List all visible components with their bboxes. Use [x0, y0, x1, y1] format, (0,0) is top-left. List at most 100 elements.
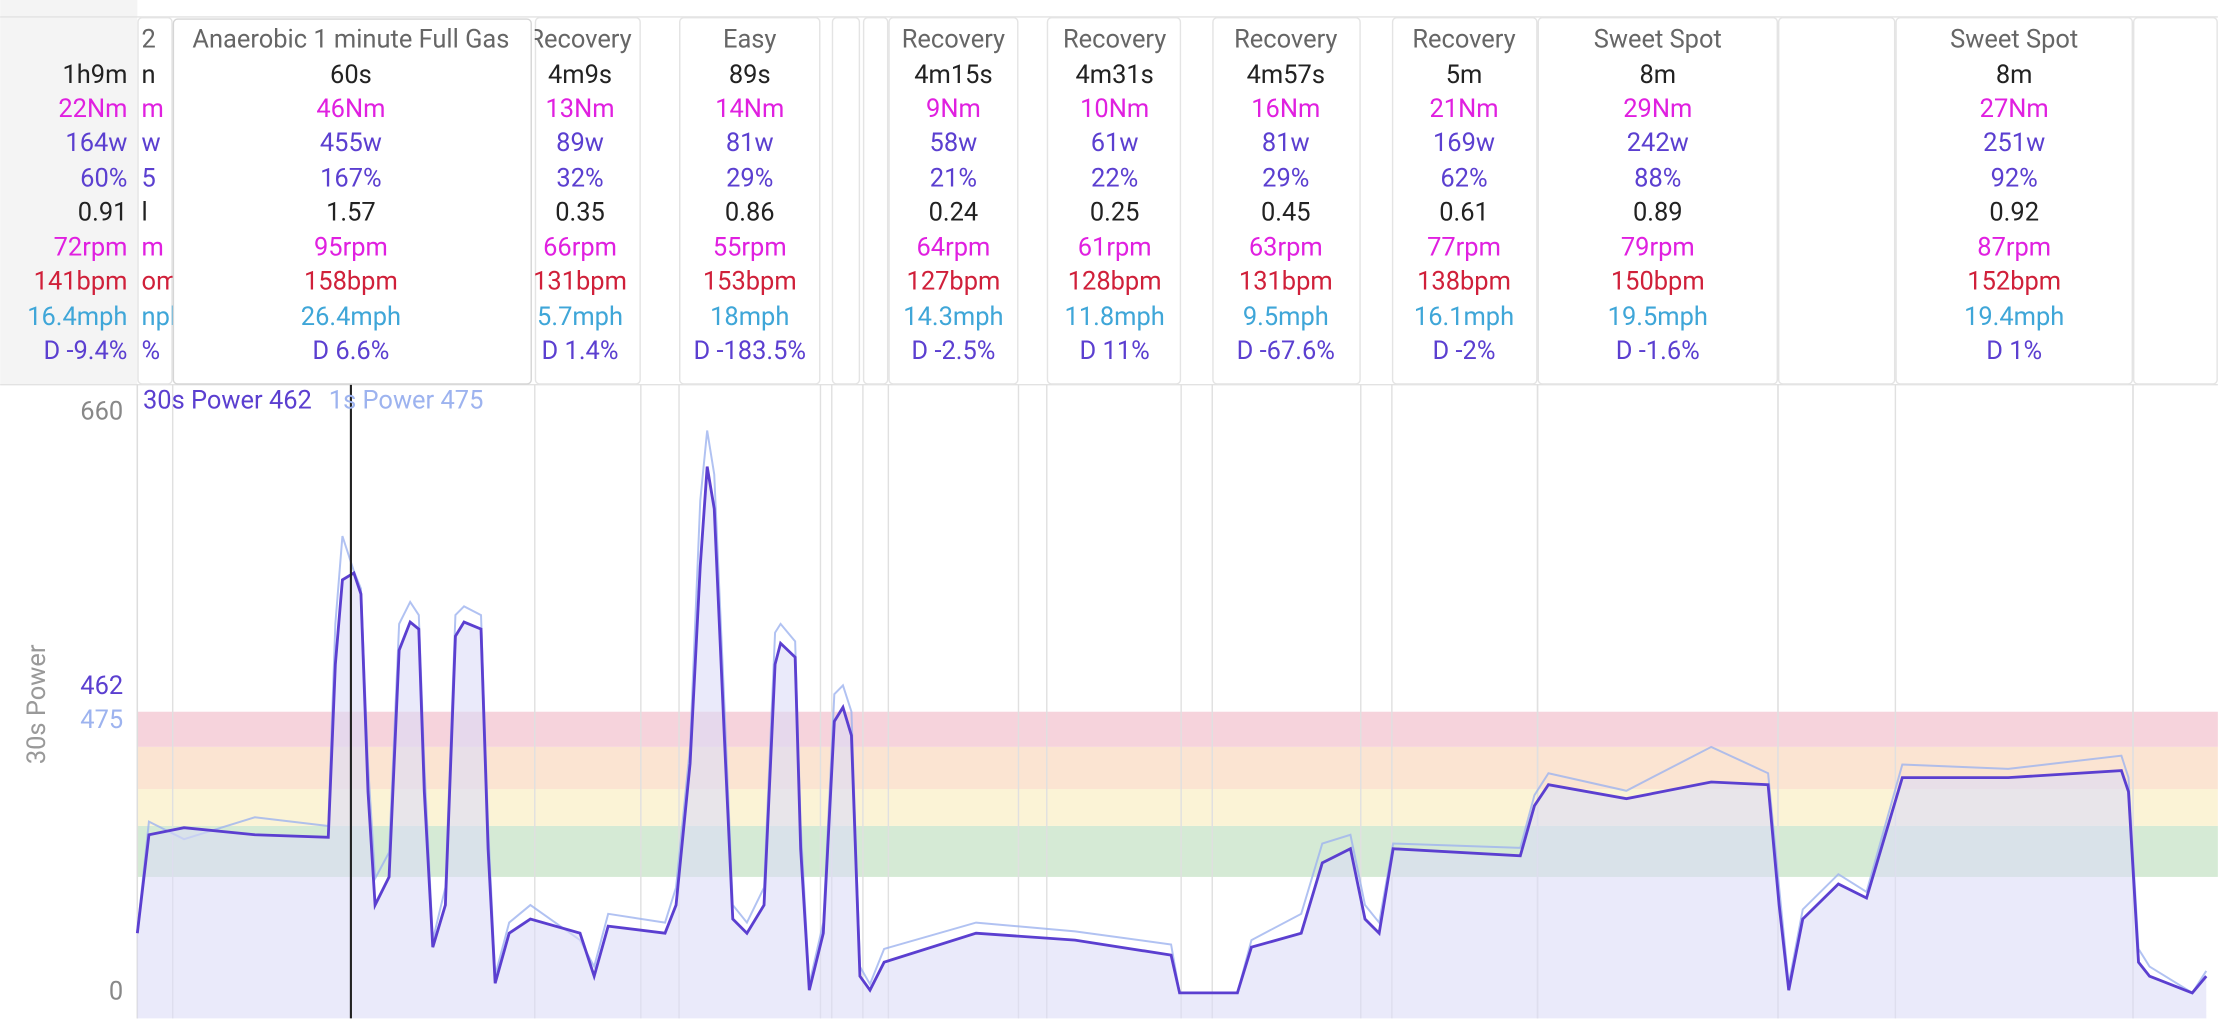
- interval-stat: 63rpm: [1249, 233, 1323, 263]
- interval-stat: 21Nm: [1429, 94, 1498, 124]
- popup-stat: 455w: [320, 128, 382, 158]
- interval-stat: D -9.4%: [43, 336, 127, 366]
- interval-box[interactable]: [1391, 16, 1538, 385]
- interval-box[interactable]: [831, 16, 861, 385]
- interval-stat: 242w: [1627, 128, 1689, 158]
- interval-stat: 8m: [1639, 60, 1676, 90]
- interval-stat: 62%: [1440, 163, 1487, 193]
- interval-box[interactable]: [1895, 16, 2133, 385]
- interval-stat: 18mph: [710, 302, 789, 332]
- interval-stat: 61rpm: [1078, 233, 1152, 263]
- interval-stat: 55rpm: [713, 233, 787, 263]
- interval-stat: 0.25: [1090, 197, 1140, 227]
- interval-stat: 169w: [1433, 128, 1495, 158]
- interval-box[interactable]: [862, 16, 889, 385]
- interval-box[interactable]: [1537, 16, 1778, 385]
- interval-stat: 138bpm: [1417, 267, 1511, 297]
- interval-stat: 164w: [65, 128, 127, 158]
- interval-column: 1h9m 22Nm 164w 60% 0.91 72rpm 141bpm 16.4mph D -…: [27, 60, 127, 366]
- power-line: [135, 466, 2208, 995]
- interval-stat: 0.35: [555, 197, 605, 227]
- interval-stat: 4m31s: [1075, 60, 1153, 90]
- interval-stat: 16.1mph: [1414, 302, 1514, 332]
- interval-stat: 0.89: [1633, 197, 1683, 227]
- cursor-value-label: 462: [80, 671, 123, 701]
- interval-stat: 19.4mph: [1964, 302, 2064, 332]
- interval-stat: 72rpm: [54, 233, 128, 263]
- power-zone: [137, 711, 2218, 747]
- legend-name: 30s Power: [143, 385, 263, 415]
- popup-title: Anaerobic 1 minute Full Gas: [192, 25, 509, 55]
- interval-stat: 79rpm: [1621, 233, 1695, 263]
- interval-stat: 0.61: [1439, 197, 1489, 227]
- interval-stat: 22Nm: [58, 94, 127, 124]
- interval-stat: m: [142, 94, 164, 124]
- interval-stat: 251w: [1983, 128, 2045, 158]
- interval-stat: 0.86: [725, 197, 775, 227]
- interval-stat: l: [142, 197, 148, 227]
- interval-stat: om: [142, 267, 179, 297]
- interval-stat: 5.7mph: [537, 302, 623, 332]
- interval-stat: 10Nm: [1080, 94, 1149, 124]
- interval-box[interactable]: [1046, 16, 1182, 385]
- interval-stat: D -2%: [1433, 336, 1496, 366]
- interval-box[interactable]: [888, 16, 1019, 385]
- interval-stat: 81w: [1262, 128, 1310, 158]
- interval-stat: 0.91: [78, 197, 128, 227]
- interval-stat: 89s: [729, 60, 771, 90]
- legend-value: 475: [440, 385, 483, 415]
- interval-stat: 9Nm: [926, 94, 981, 124]
- legend-name: 1s Power: [329, 385, 435, 415]
- interval-stat: 19.5mph: [1608, 302, 1708, 332]
- interval-stat: 29%: [1262, 163, 1309, 193]
- interval-stat: 14.3mph: [903, 302, 1003, 332]
- y-tick-label: 0: [109, 977, 123, 1007]
- popup-stat: 26.4mph: [301, 302, 401, 332]
- interval-stat: npl: [142, 302, 177, 332]
- legend-entry[interactable]: 1s Power 475: [329, 385, 484, 415]
- interval-title: Sweet Spot: [1594, 25, 1722, 55]
- interval-box[interactable]: [679, 16, 821, 385]
- interval-stat: 11.8mph: [1065, 302, 1165, 332]
- interval-stat: 9.5mph: [1243, 302, 1329, 332]
- interval-stat: D -67.6%: [1237, 336, 1335, 366]
- popup-stat: 46Nm: [316, 94, 385, 124]
- interval-stat: 21%: [930, 163, 977, 193]
- interval-title: 2: [142, 25, 156, 55]
- legend-entry[interactable]: 30s Power 462: [143, 385, 312, 415]
- interval-stat: 5: [142, 163, 156, 193]
- interval-stat: 22%: [1091, 163, 1138, 193]
- interval-box[interactable]: [137, 16, 173, 385]
- legend-value: 462: [269, 385, 312, 415]
- interval-stat: %: [142, 336, 161, 366]
- interval-stat: 141bpm: [34, 267, 128, 297]
- popup-stat: 60s: [330, 60, 372, 90]
- interval-stat: 0.92: [1989, 197, 2039, 227]
- popup-stat: 158bpm: [304, 267, 398, 297]
- cursor-value-label: 475: [80, 705, 123, 735]
- interval-stat: w: [142, 128, 161, 158]
- interval-box[interactable]: [2133, 16, 2218, 385]
- popup-stat: D 6.6%: [312, 336, 389, 366]
- interval-stat: 77rpm: [1427, 233, 1501, 263]
- interval-title: Sweet Spot: [1950, 25, 2078, 55]
- interval-boxes: [137, 16, 2218, 385]
- interval-title: Recovery: [1234, 25, 1337, 55]
- interval-stat: 14Nm: [715, 94, 784, 124]
- interval-stat: 5m: [1446, 60, 1483, 90]
- interval-box[interactable]: [1212, 16, 1361, 385]
- interval-box[interactable]: [534, 16, 641, 385]
- interval-stat: 89w: [556, 128, 604, 158]
- interval-stat: D -2.5%: [911, 336, 995, 366]
- interval-stat: m: [142, 233, 164, 263]
- interval-box[interactable]: [1777, 16, 1896, 385]
- interval-stat: 4m9s: [548, 60, 612, 90]
- interval-column: Recovery 4m15s 9Nm 58w 21% 0.24 64rpm 127bpm 14.…: [902, 25, 1005, 366]
- popup-stat: 167%: [320, 163, 382, 193]
- interval-title: Recovery: [1412, 25, 1515, 55]
- interval-stat: 150bpm: [1611, 267, 1705, 297]
- interval-stat: n: [142, 60, 156, 90]
- interval-stat: 152bpm: [1967, 267, 2061, 297]
